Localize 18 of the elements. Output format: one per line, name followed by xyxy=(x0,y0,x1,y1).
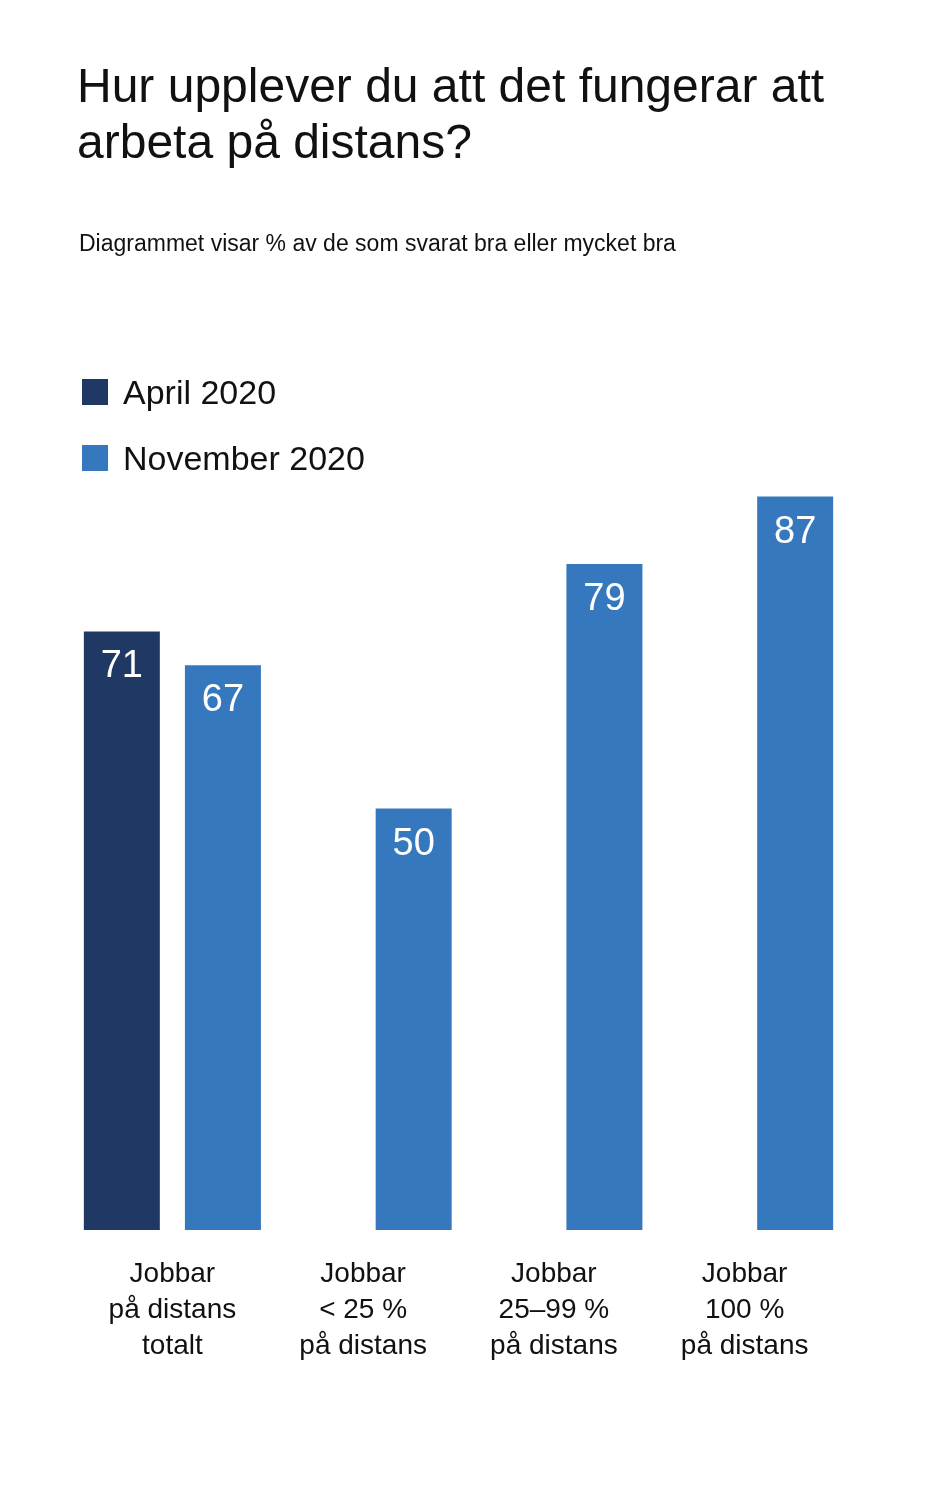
bar xyxy=(757,496,834,1230)
data-label: 87 xyxy=(774,508,817,551)
x-tick-label: Jobbar < 25 % på distans xyxy=(299,1256,427,1360)
x-tick-label: Jobbar 100 % på distans xyxy=(680,1256,809,1360)
data-label: 67 xyxy=(201,677,245,720)
legend-label: November 2020 xyxy=(123,439,365,477)
data-label: 71 xyxy=(100,643,143,686)
bar xyxy=(375,808,452,1230)
chart-subtitle: Diagrammet visar % av de som svarat bra eller mycket bra xyxy=(79,229,677,256)
chart-title: Hur upplever du att det fungerar att arbeta på distans? xyxy=(77,58,838,168)
legend-label: April 2020 xyxy=(123,373,277,411)
bar xyxy=(566,564,643,1230)
x-tick-label: Jobbar på distans totalt xyxy=(108,1256,237,1360)
x-tick-label: Jobbar 25–99 % på distans xyxy=(490,1256,618,1360)
bar xyxy=(83,631,160,1230)
data-label: 50 xyxy=(392,820,435,863)
data-label: 79 xyxy=(583,576,626,619)
bar xyxy=(184,665,261,1230)
